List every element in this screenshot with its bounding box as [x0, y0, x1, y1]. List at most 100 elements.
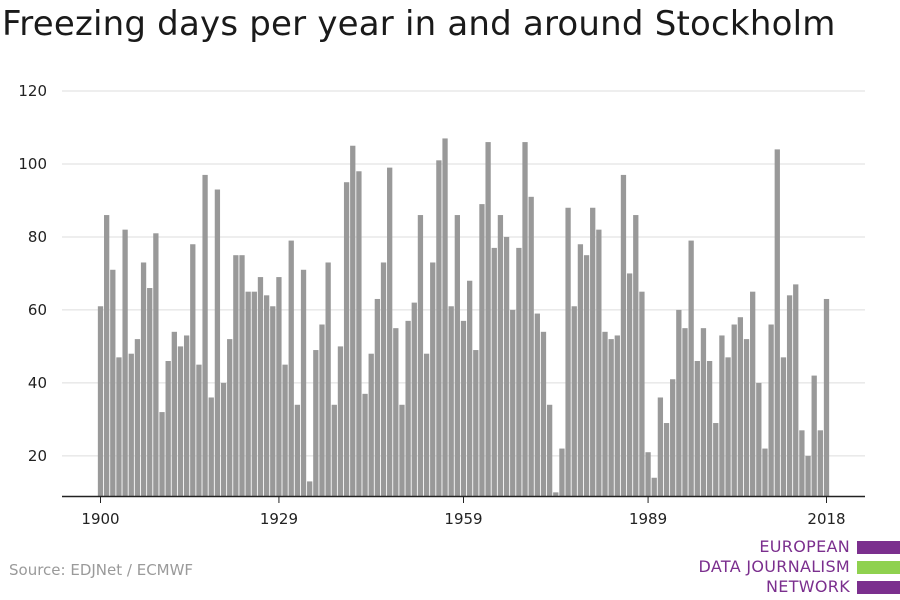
bar-1993 [670, 379, 676, 496]
bar-1941 [350, 145, 356, 496]
logo-line-1: EUROPEAN [759, 537, 850, 556]
bar-2009 [768, 324, 774, 496]
bar-1949 [399, 404, 405, 496]
bar-1918 [208, 397, 214, 496]
bar-1980 [590, 207, 596, 496]
bar-2003 [731, 324, 737, 496]
bar-1919 [214, 189, 221, 496]
bar-2007 [756, 382, 762, 496]
bar-1988 [639, 291, 645, 496]
bar-1925 [251, 291, 257, 496]
bar-1902 [110, 269, 116, 496]
bar-1974 [553, 492, 559, 496]
bar-2011 [780, 357, 787, 496]
bar-1992 [663, 423, 670, 496]
x-tick-label: 2018 [807, 510, 845, 528]
bar-1958 [454, 215, 460, 496]
bar-1943 [362, 393, 368, 496]
bar-1947 [387, 167, 393, 496]
bars [97, 138, 830, 497]
bar-1984 [614, 335, 620, 496]
bar-2000 [713, 423, 719, 496]
bar-1973 [546, 404, 553, 496]
bar-1933 [300, 269, 307, 496]
bar-1998 [700, 328, 707, 496]
bar-1967 [510, 309, 516, 496]
bar-1927 [263, 295, 270, 496]
bar-1960 [467, 280, 473, 496]
bar-1906 [134, 339, 141, 496]
bar-1975 [559, 448, 565, 496]
bar-1929 [276, 277, 282, 496]
bar-1924 [245, 291, 251, 496]
bar-2010 [774, 149, 780, 497]
bar-1978 [577, 244, 584, 496]
y-tick-label: 40 [28, 374, 47, 392]
bar-1942 [356, 171, 362, 496]
bar-1917 [202, 174, 208, 496]
bar-1985 [620, 174, 627, 496]
bar-1911 [165, 361, 171, 496]
bar-2001 [719, 335, 725, 496]
bar-1928 [270, 306, 276, 496]
y-tick-label: 20 [28, 447, 47, 465]
bar-1972 [540, 331, 547, 496]
bar-2008 [762, 448, 768, 496]
bar-2016 [811, 375, 817, 496]
bar-2017 [817, 430, 823, 496]
bar-1908 [147, 288, 153, 496]
bar-1968 [516, 247, 522, 496]
bar-1977 [571, 306, 577, 496]
bar-1976 [565, 207, 571, 496]
x-tick-label: 1989 [629, 510, 667, 528]
edjnet-logo: EUROPEAN DATA JOURNALISM NETWORK [695, 537, 900, 597]
bar-1969 [522, 142, 528, 496]
bar-1914 [183, 335, 190, 496]
bar-1971 [534, 313, 540, 496]
bar-1936 [319, 324, 325, 496]
bar-1913 [177, 346, 184, 496]
bar-2005 [743, 339, 750, 496]
bar-2014 [799, 430, 805, 496]
bar-1912 [171, 331, 177, 496]
bar-1986 [626, 273, 633, 496]
bar-1989 [645, 452, 651, 496]
logo-bar-green [857, 561, 900, 574]
bar-1944 [368, 353, 374, 496]
bar-1900 [97, 306, 104, 496]
y-tick-label: 60 [28, 301, 47, 319]
bar-1962 [479, 204, 485, 497]
x-tick-label: 1929 [260, 510, 298, 528]
bar-1945 [374, 298, 381, 496]
source-note: Source: EDJNet / ECMWF [9, 561, 194, 579]
x-tick-label: 1959 [444, 510, 482, 528]
bar-1948 [393, 328, 399, 496]
bar-2004 [737, 317, 744, 496]
y-axis-ticks: 20 40 60 80 100 120 [18, 82, 47, 465]
x-axis-ticks: 1900 1929 1959 1989 2018 [81, 496, 846, 528]
bar-2018 [823, 298, 830, 496]
bar-1966 [503, 236, 510, 496]
bar-1940 [343, 182, 350, 496]
bar-2006 [750, 291, 756, 496]
bar-1995 [682, 328, 688, 496]
bar-1953 [423, 353, 430, 496]
bar-1997 [694, 361, 700, 496]
bar-1987 [633, 215, 639, 496]
bar-1935 [313, 350, 319, 496]
bar-1983 [608, 339, 614, 496]
bar-1955 [436, 160, 442, 496]
logo-bar-purple-1 [857, 541, 900, 554]
bar-1970 [528, 196, 534, 497]
bar-1932 [294, 404, 301, 496]
bar-1907 [140, 262, 147, 496]
bar-1937 [325, 262, 331, 496]
bar-1946 [380, 262, 387, 496]
bar-1931 [288, 240, 294, 496]
bar-1954 [430, 262, 436, 496]
bar-1921 [227, 339, 233, 496]
bar-1922 [233, 255, 239, 496]
logo-line-2: DATA JOURNALISM [698, 557, 850, 576]
bar-2012 [786, 295, 793, 496]
